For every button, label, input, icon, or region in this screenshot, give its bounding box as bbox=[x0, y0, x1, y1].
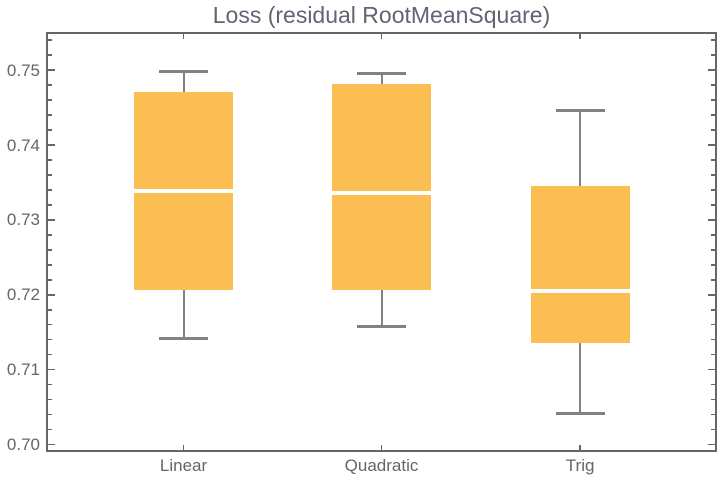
y-minor-tick-left bbox=[48, 129, 52, 131]
y-minor-tick-left bbox=[48, 279, 52, 281]
y-minor-tick-right bbox=[711, 309, 715, 311]
y-minor-tick-left bbox=[48, 174, 52, 176]
y-minor-tick-left bbox=[48, 383, 52, 386]
y-major-tick-left bbox=[48, 443, 55, 446]
x-category-tick-top bbox=[380, 34, 383, 39]
y-minor-tick-right bbox=[711, 323, 715, 326]
y-minor-tick-right bbox=[711, 249, 715, 251]
upper-whisker-line bbox=[380, 73, 383, 84]
y-minor-tick-right bbox=[711, 398, 715, 401]
y-minor-tick-right bbox=[711, 353, 715, 356]
y-major-tick-right bbox=[708, 368, 715, 371]
y-minor-tick-left bbox=[48, 264, 52, 266]
lower-whisker-cap bbox=[357, 325, 406, 329]
median-line bbox=[530, 289, 630, 294]
x-category-tick-bottom bbox=[182, 445, 185, 450]
upper-whisker-cap bbox=[357, 71, 406, 75]
y-axis-tick-label: 0.72 bbox=[6, 285, 40, 305]
y-minor-tick-right bbox=[711, 84, 715, 86]
y-major-tick-right bbox=[708, 219, 715, 221]
iqr-box bbox=[332, 83, 431, 290]
y-minor-tick-left bbox=[48, 338, 52, 341]
chart-title: Loss (residual RootMeanSquare) bbox=[212, 2, 551, 28]
y-major-tick-left bbox=[48, 69, 55, 71]
y-minor-tick-right bbox=[711, 174, 715, 176]
y-minor-tick-right bbox=[711, 234, 715, 236]
y-minor-tick-left bbox=[48, 428, 52, 431]
y-minor-tick-right bbox=[711, 204, 715, 206]
y-minor-tick-right bbox=[711, 279, 715, 281]
y-minor-tick-left bbox=[48, 54, 52, 56]
y-minor-tick-right bbox=[711, 129, 715, 131]
y-minor-tick-right bbox=[711, 264, 715, 266]
x-category-tick-bottom bbox=[579, 445, 581, 450]
y-minor-tick-left bbox=[48, 413, 52, 416]
median-line bbox=[134, 189, 234, 194]
y-major-tick-left bbox=[48, 368, 55, 371]
upper-whisker-cap bbox=[159, 70, 209, 74]
y-minor-tick-right bbox=[711, 114, 715, 116]
x-category-tick-top bbox=[579, 34, 581, 39]
y-major-tick-left bbox=[48, 294, 55, 296]
y-minor-tick-left bbox=[48, 323, 52, 326]
y-minor-tick-left bbox=[48, 353, 52, 356]
lower-whisker-cap bbox=[159, 336, 209, 340]
y-minor-tick-right bbox=[711, 54, 715, 56]
y-axis-tick-label: 0.73 bbox=[6, 210, 40, 230]
y-minor-tick-left bbox=[48, 204, 52, 206]
y-axis-tick-label: 0.74 bbox=[6, 135, 40, 155]
upper-whisker-line bbox=[579, 110, 582, 187]
y-minor-tick-right bbox=[711, 413, 715, 416]
x-axis-category-label: Linear bbox=[159, 456, 208, 475]
y-minor-tick-left bbox=[48, 84, 52, 86]
y-axis-tick-label: 0.75 bbox=[6, 60, 40, 80]
y-minor-tick-right bbox=[711, 99, 715, 101]
y-minor-tick-left bbox=[48, 189, 52, 191]
x-category-tick-top bbox=[182, 34, 185, 39]
upper-whisker-line bbox=[182, 71, 185, 92]
y-minor-tick-right bbox=[711, 428, 715, 431]
y-minor-tick-left bbox=[48, 114, 52, 116]
iqr-box bbox=[530, 186, 630, 343]
y-minor-tick-right bbox=[711, 39, 715, 41]
y-minor-tick-left bbox=[48, 159, 52, 161]
y-major-tick-right bbox=[708, 294, 715, 296]
lower-whisker-cap bbox=[555, 412, 605, 416]
lower-whisker-line bbox=[579, 342, 582, 414]
plot-frame bbox=[46, 32, 717, 452]
y-minor-tick-left bbox=[48, 234, 52, 236]
y-minor-tick-right bbox=[711, 338, 715, 341]
y-axis-tick-label: 0.70 bbox=[6, 435, 40, 454]
y-minor-tick-right bbox=[711, 159, 715, 161]
x-category-tick-bottom bbox=[380, 445, 383, 450]
lower-whisker-line bbox=[380, 289, 383, 327]
x-axis-category-label: Quadratic bbox=[344, 456, 419, 475]
y-minor-tick-left bbox=[48, 398, 52, 401]
y-major-tick-left bbox=[48, 144, 55, 146]
y-minor-tick-left bbox=[48, 39, 52, 41]
upper-whisker-cap bbox=[555, 109, 605, 113]
y-minor-tick-left bbox=[48, 309, 52, 311]
lower-whisker-line bbox=[182, 289, 185, 339]
y-major-tick-right bbox=[708, 69, 715, 71]
x-axis-category-label: Trig bbox=[565, 456, 595, 475]
y-minor-tick-left bbox=[48, 99, 52, 101]
y-minor-tick-right bbox=[711, 383, 715, 386]
y-major-tick-right bbox=[708, 144, 715, 146]
y-axis-tick-label: 0.71 bbox=[6, 360, 40, 380]
median-line bbox=[332, 190, 431, 195]
y-major-tick-left bbox=[48, 219, 55, 221]
y-minor-tick-left bbox=[48, 249, 52, 251]
y-major-tick-right bbox=[708, 443, 715, 446]
y-minor-tick-right bbox=[711, 189, 715, 191]
